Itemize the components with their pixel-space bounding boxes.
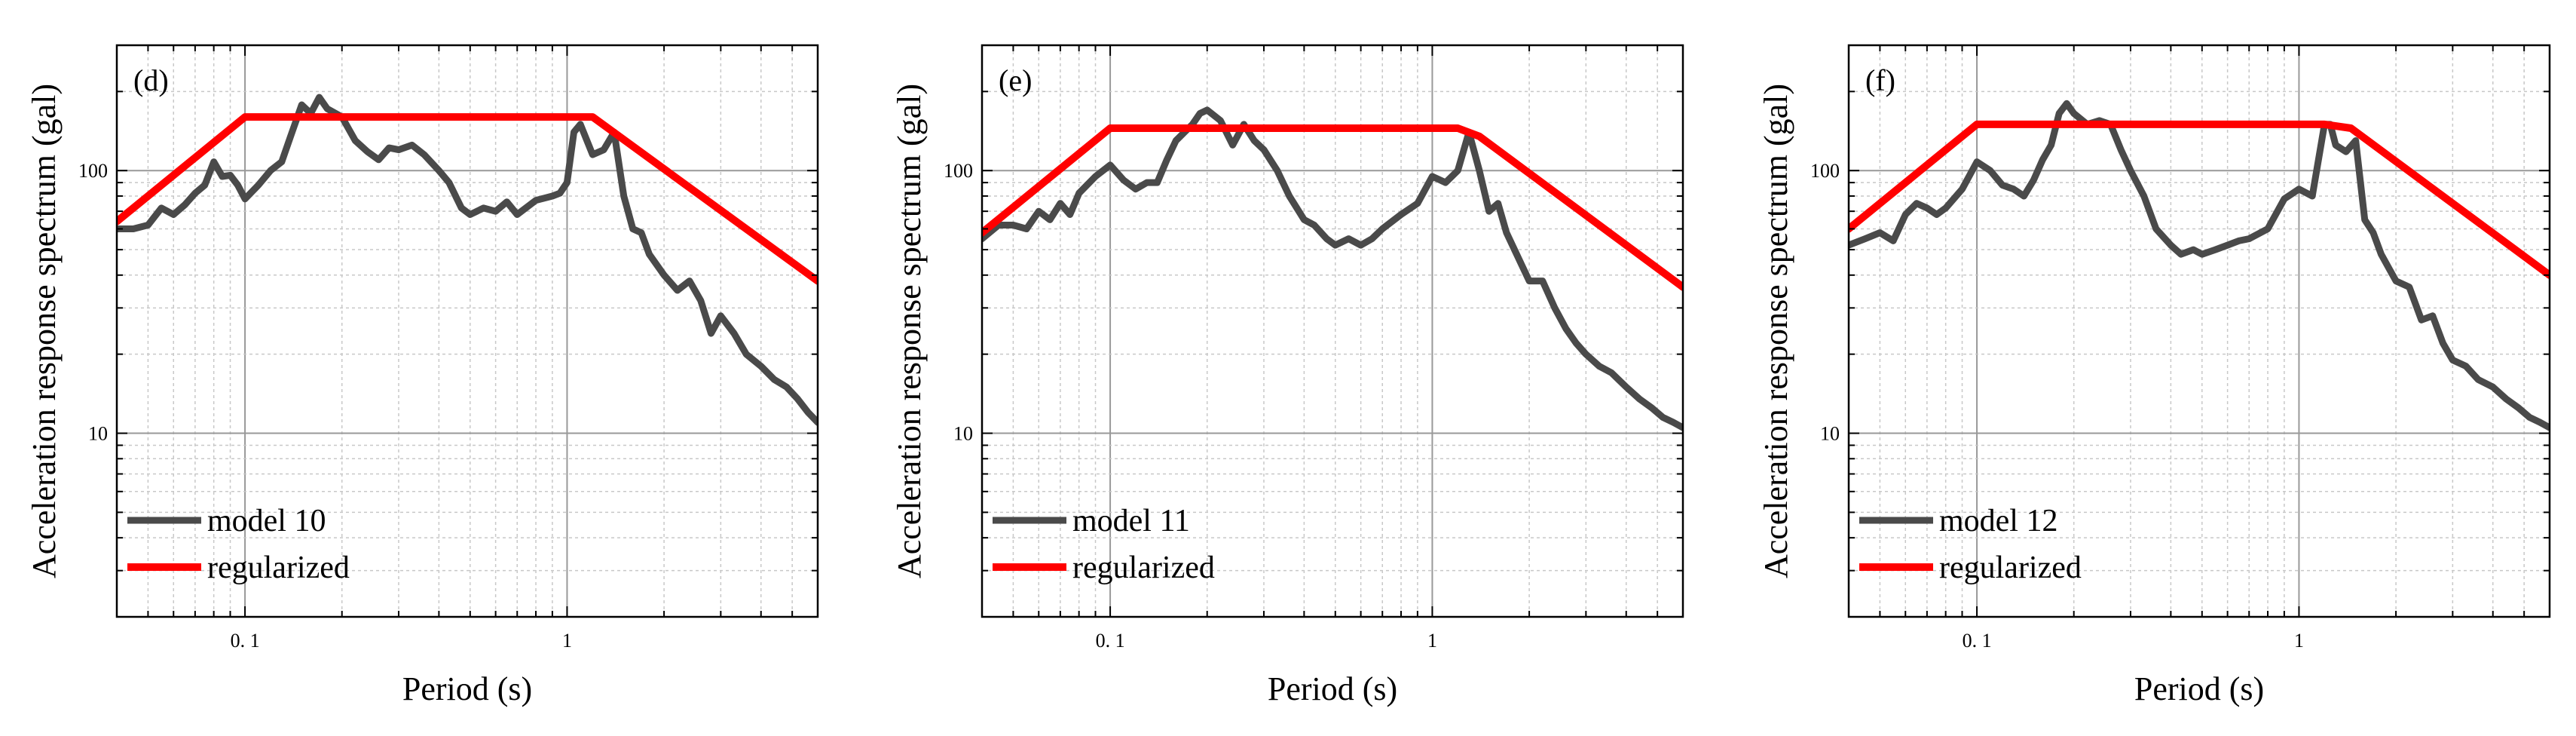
regularized-line bbox=[117, 113, 818, 285]
y-tick-label: 10 bbox=[88, 423, 108, 445]
regularized-line bbox=[1849, 120, 2550, 279]
legend-label: regularized bbox=[207, 550, 350, 585]
x-tick-label: 1 bbox=[562, 630, 572, 652]
legend: model 11 regularized bbox=[993, 504, 1215, 585]
model-line bbox=[117, 94, 818, 426]
regularized-line bbox=[982, 124, 1683, 291]
x-axis-label: Period (s) bbox=[1268, 670, 1397, 707]
x-tick-label: 0. 1 bbox=[1096, 630, 1125, 652]
x-axis-label: Period (s) bbox=[402, 670, 532, 707]
y-tick-label: 100 bbox=[944, 160, 973, 182]
y-tick-label: 10 bbox=[953, 423, 973, 445]
ticks bbox=[1849, 45, 2550, 617]
y-tick-label: 10 bbox=[1820, 423, 1840, 445]
legend-label: regularized bbox=[1072, 550, 1215, 585]
y-tick-label: 100 bbox=[1810, 160, 1840, 182]
y-tick-label: 100 bbox=[78, 160, 108, 182]
chart-panel-2: 0. 1 1 10 100 Period (s) Acceleration respons… bbox=[1758, 44, 2551, 707]
x-axis-label: Period (s) bbox=[2134, 670, 2264, 707]
plot-frame bbox=[115, 44, 819, 618]
legend-label: model 10 bbox=[207, 504, 326, 538]
model-line bbox=[982, 106, 1683, 431]
legend: model 10 regularized bbox=[127, 504, 350, 585]
panel-label: (f) bbox=[1865, 63, 1895, 97]
ticks bbox=[117, 45, 818, 617]
chart-panel-1: 0. 1 1 10 100 Period (s) Acceleration respons… bbox=[891, 44, 1684, 707]
ticks bbox=[982, 45, 1683, 617]
grid bbox=[117, 45, 818, 617]
chart-panel-0: 0. 1 1 10 100 Period (s) Acceleration respons… bbox=[26, 44, 819, 707]
model-line bbox=[1849, 100, 2550, 431]
legend: model 12 regularized bbox=[1859, 504, 2082, 585]
legend-label: model 12 bbox=[1939, 504, 2057, 538]
x-tick-label: 0. 1 bbox=[231, 630, 260, 652]
y-axis-label: Acceleration response spectrum (gal) bbox=[891, 84, 928, 578]
y-axis-label: Acceleration response spectrum (gal) bbox=[26, 84, 63, 578]
plot-frame bbox=[981, 44, 1684, 618]
legend-label: model 11 bbox=[1072, 504, 1190, 538]
panel-label: (e) bbox=[999, 63, 1032, 97]
y-axis-label: Acceleration response spectrum (gal) bbox=[1758, 84, 1794, 578]
grid bbox=[982, 45, 1683, 617]
plot-frame bbox=[1847, 44, 2551, 618]
panel-label: (d) bbox=[133, 63, 169, 97]
x-tick-label: 0. 1 bbox=[1963, 630, 1992, 652]
x-tick-label: 1 bbox=[2294, 630, 2304, 652]
x-tick-label: 1 bbox=[1427, 630, 1437, 652]
legend-label: regularized bbox=[1939, 550, 2082, 585]
